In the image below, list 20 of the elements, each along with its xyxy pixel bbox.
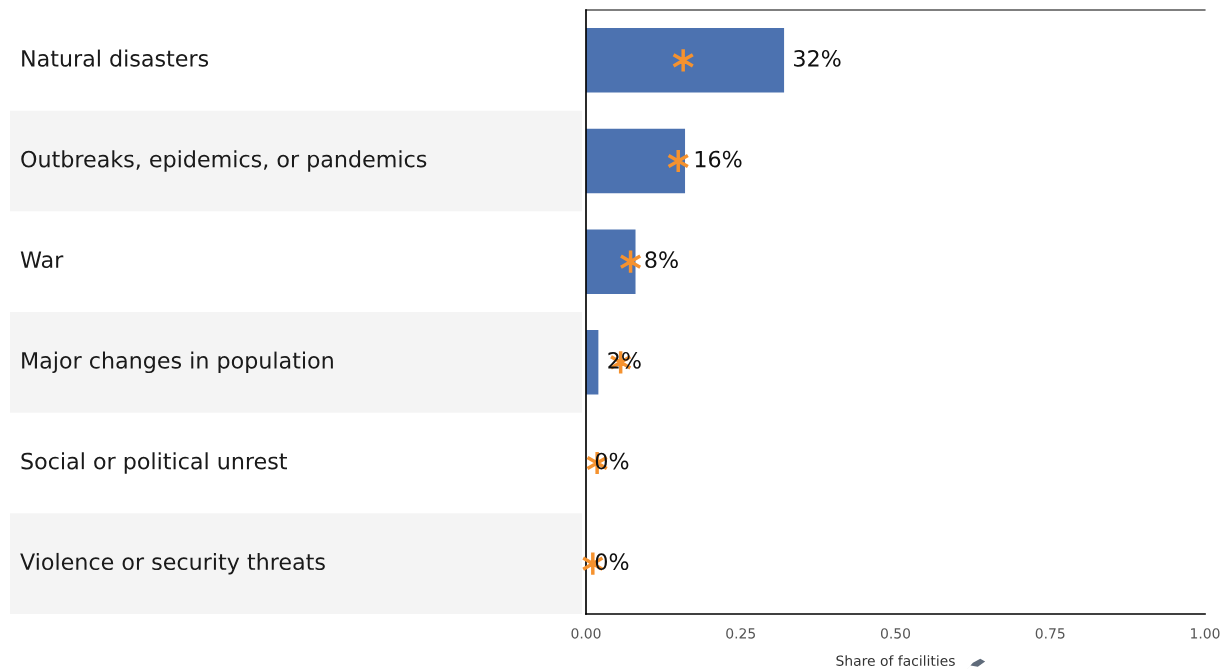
bar	[586, 229, 636, 294]
point	[671, 47, 695, 74]
x-tick-label: 0.75	[1035, 628, 1065, 639]
y-tick-label: Major changes in population	[22, 351, 333, 374]
y-tick-label: War	[20, 251, 64, 269]
y-tick-label: Natural disasters	[22, 49, 209, 67]
data-label: 8%	[645, 251, 678, 269]
bar	[586, 128, 686, 194]
bar	[586, 28, 785, 93]
x-tick-label: 0.50	[880, 628, 911, 639]
data-label: 32%	[794, 49, 841, 67]
x-tick-label: 0.25	[726, 628, 755, 639]
data-label: 16%	[695, 150, 742, 168]
y-tick-label: Violence or security threats	[20, 552, 325, 575]
bar	[586, 330, 599, 395]
x-tick-label: 1.00	[1191, 628, 1220, 639]
x-tick-label: 0.00	[571, 628, 601, 639]
y-tick-label: Social or political unrest	[21, 452, 287, 474]
x-axis-title: Share of facilities	[836, 655, 955, 666]
y-tick-label: Outbreaks, epidemics, or pandemics	[21, 150, 427, 172]
